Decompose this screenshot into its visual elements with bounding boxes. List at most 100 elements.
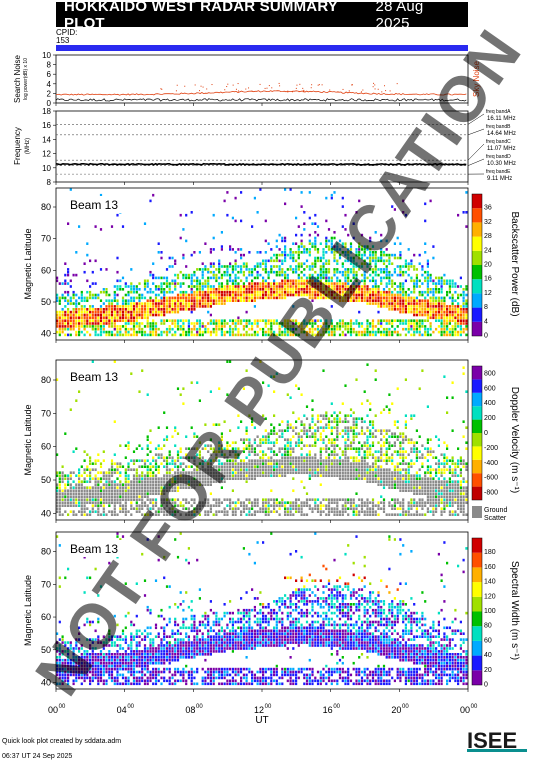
rti-cell: [371, 507, 375, 510]
rti-cell: [404, 322, 407, 325]
rti-cell: [314, 429, 317, 432]
rti-cell: [341, 273, 344, 277]
rti-cell: [305, 248, 309, 251]
rti-cell: [355, 510, 358, 513]
rti-cell: [160, 489, 163, 492]
rti-cell: [163, 299, 166, 302]
rti-cell: [341, 477, 344, 480]
rti-cell: [143, 288, 147, 291]
rti-cell: [259, 296, 262, 300]
rti-cell: [226, 270, 229, 274]
rti-cell: [154, 285, 158, 288]
freq-ytick-label: 10: [42, 164, 51, 173]
rti-cell: [295, 441, 298, 444]
rti-cell: [163, 501, 166, 504]
rti-cell: [380, 319, 383, 322]
rti-cell: [75, 293, 78, 297]
rti-cell: [270, 423, 273, 426]
rti-cell: [253, 426, 256, 429]
rti-cell: [344, 438, 347, 441]
rti-cell: [121, 225, 125, 228]
rti-cell: [149, 462, 152, 465]
rti-cell: [369, 435, 372, 438]
rti-cell: [413, 285, 416, 288]
rti-cell: [396, 438, 399, 441]
rti-cell: [168, 302, 171, 305]
rti-cell: [174, 426, 177, 429]
rti-cell: [113, 471, 116, 474]
rti-cell: [154, 313, 158, 317]
rti-cell: [231, 489, 234, 492]
rti-cell: [113, 468, 116, 471]
rti-cell: [316, 325, 320, 328]
rti-cell: [284, 288, 287, 291]
rti-cell: [141, 305, 144, 308]
rti-cell: [105, 310, 108, 314]
rti-cell: [404, 308, 407, 311]
rti-cell: [347, 513, 350, 516]
rti-cell: [421, 308, 424, 311]
rti-cell: [83, 333, 86, 337]
rti-cell: [363, 245, 366, 248]
rti-cell: [196, 465, 199, 468]
rti-cell: [393, 435, 396, 438]
rti-cell: [267, 259, 270, 263]
rti-cell: [220, 265, 223, 268]
rti-cell: [253, 510, 256, 513]
rti-cell: [105, 316, 108, 320]
rti-cell: [295, 327, 298, 331]
rti-cell: [75, 330, 78, 334]
rti-cell: [110, 462, 114, 465]
rti-cell: [388, 408, 391, 411]
sky-noise-outlier: [329, 89, 331, 91]
rti-cell: [61, 296, 64, 300]
rti-cell: [352, 441, 355, 444]
rti-cell: [385, 319, 388, 322]
rti-cell: [347, 282, 350, 285]
rti-cell: [358, 199, 361, 203]
cpid-bar: [56, 45, 468, 51]
rti-cell: [385, 276, 388, 280]
rti-cell: [182, 477, 185, 480]
freq-band-leader: [467, 143, 485, 161]
rti-cell: [176, 305, 180, 308]
rti-cell: [446, 308, 449, 311]
rti-cell: [69, 489, 72, 492]
rti-cell: [253, 305, 256, 308]
rti-cell: [292, 501, 295, 504]
rti-cell: [207, 293, 210, 297]
sky-noise-outlier: [176, 84, 178, 86]
rti-cell: [289, 456, 292, 459]
rti-cell: [58, 492, 61, 495]
rti-cell: [462, 305, 465, 308]
rti-cell: [102, 316, 105, 320]
rti-cell: [212, 465, 215, 468]
rti-cell: [267, 435, 270, 438]
rti-cell: [154, 308, 158, 311]
rti-cell: [380, 471, 383, 474]
rti-cell: [363, 251, 366, 254]
rti-cell: [327, 453, 331, 456]
rti-cell: [264, 441, 267, 444]
rti-cell: [300, 251, 303, 254]
rti-cell: [440, 288, 443, 291]
rti-cell: [116, 270, 119, 274]
rti-cell: [130, 288, 133, 291]
rti-cell: [457, 285, 460, 288]
rti-cell: [179, 465, 182, 468]
rti-cell: [295, 279, 298, 283]
rti-cell: [341, 453, 344, 456]
rti-cell: [327, 296, 331, 300]
rti-cell: [58, 282, 61, 285]
rti-cell: [218, 468, 221, 471]
rti-cell: [341, 435, 344, 438]
rti-cell: [407, 262, 410, 265]
rti-cell: [121, 296, 125, 300]
rti-cell: [391, 483, 394, 486]
rti-cell: [72, 504, 75, 507]
rti-cell: [226, 191, 229, 194]
rti-cell: [388, 393, 391, 396]
rti-cell: [259, 251, 262, 254]
rti-cell: [138, 330, 141, 334]
rti-cell: [270, 456, 273, 459]
